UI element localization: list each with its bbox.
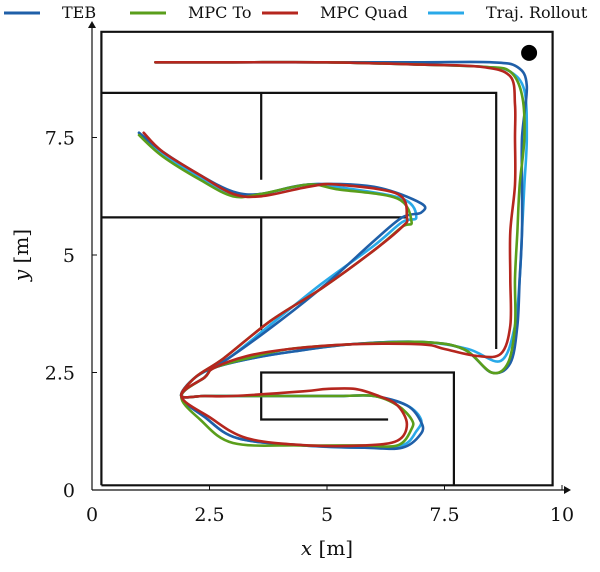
- maze-walls: [100, 30, 554, 487]
- y-tick-label: 2.5: [45, 363, 75, 385]
- goal-marker: [521, 44, 538, 61]
- legend: TEB MPC To MPC Quad Traj. Rollout: [4, 3, 588, 22]
- legend-label-mpc-quad: MPC Quad: [320, 3, 408, 22]
- y-axis-label-unit: [m]: [9, 229, 33, 270]
- y-tick-label: 0: [63, 480, 75, 502]
- x-axis-arrow: [564, 486, 571, 494]
- legend-label-teb: TEB: [62, 3, 96, 22]
- x-axis-label-unit: [m]: [312, 536, 353, 560]
- goal-layer: [521, 44, 538, 61]
- x-tick-label: 2.5: [194, 504, 224, 526]
- y-tick-label: 5: [63, 245, 75, 267]
- x-tick-label: 5: [321, 504, 333, 526]
- y-axis-label: y [m]: [9, 229, 33, 282]
- ticks: 0 2.5 5 7.5 10 0 2.5 5 7.5: [45, 128, 574, 527]
- axis-labels: x [m]y [m]: [9, 229, 353, 560]
- x-tick-label: 10: [550, 504, 574, 526]
- y-tick-label: 7.5: [45, 128, 75, 150]
- axes: [88, 21, 571, 494]
- legend-label-mpc-to: MPC To: [188, 3, 252, 22]
- y-axis-arrow: [88, 21, 96, 28]
- series-layer: [137, 60, 529, 451]
- x-axis-label-var: x: [301, 536, 312, 560]
- x-tick-label: 0: [86, 504, 98, 526]
- legend-label-traj-rollout: Traj. Rollout: [486, 3, 588, 22]
- wall-1: [101, 91, 498, 349]
- x-axis-label: x [m]: [301, 536, 353, 560]
- series-line-teb: [137, 60, 529, 451]
- wall-0: [100, 30, 554, 487]
- y-axis-label-var: y: [9, 269, 33, 282]
- x-tick-label: 7.5: [429, 504, 459, 526]
- wall-5: [260, 371, 455, 486]
- series-line-mpc-quad: [142, 60, 517, 448]
